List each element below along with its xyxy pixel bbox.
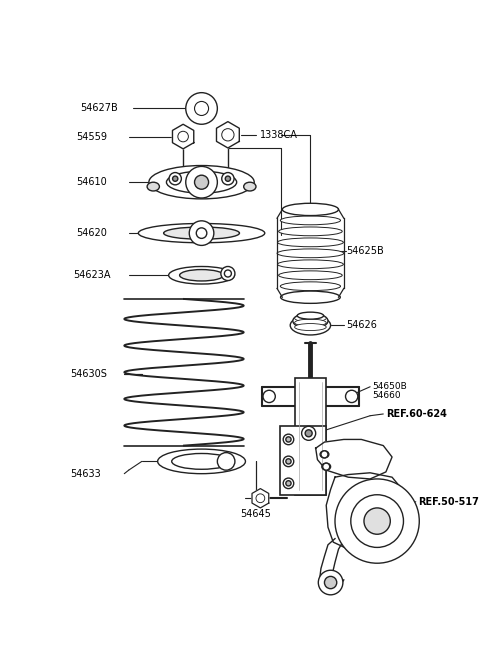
Text: 54626: 54626 [347,320,377,330]
Ellipse shape [280,282,340,291]
Circle shape [173,176,178,181]
Ellipse shape [244,182,256,191]
Ellipse shape [295,319,326,326]
Text: 54645: 54645 [240,509,271,519]
Circle shape [194,102,209,115]
Ellipse shape [322,463,331,470]
Circle shape [286,458,291,464]
Text: REF.50-517: REF.50-517 [419,496,479,507]
Circle shape [221,267,235,280]
Ellipse shape [282,205,338,214]
Text: 54625B: 54625B [347,246,384,255]
Text: REF.60-624: REF.60-624 [386,409,447,419]
Circle shape [186,92,217,124]
Circle shape [178,131,188,142]
Ellipse shape [149,166,254,199]
Circle shape [323,463,330,470]
Polygon shape [326,473,405,551]
Circle shape [256,494,265,502]
Text: 54650B: 54650B [373,383,408,391]
Circle shape [217,453,235,470]
Ellipse shape [277,260,343,269]
Ellipse shape [297,312,324,319]
Polygon shape [316,440,392,479]
Ellipse shape [282,203,338,215]
Circle shape [346,390,358,403]
Ellipse shape [320,451,329,458]
Circle shape [225,176,230,181]
Circle shape [263,390,276,403]
Polygon shape [172,124,194,149]
Circle shape [324,576,337,589]
Bar [295,378,326,495]
Circle shape [286,437,291,442]
Circle shape [351,495,404,548]
Circle shape [305,430,312,437]
Circle shape [189,221,214,246]
Ellipse shape [277,249,344,257]
Circle shape [169,172,181,185]
Bar [280,426,326,495]
Ellipse shape [290,316,331,335]
Ellipse shape [180,270,224,281]
Circle shape [301,426,316,440]
Ellipse shape [147,182,159,191]
Circle shape [283,478,294,489]
Text: 54610: 54610 [76,178,107,187]
Circle shape [283,456,294,466]
Text: 54630S: 54630S [70,369,107,379]
Text: 54559: 54559 [76,132,107,141]
Text: 54660: 54660 [373,391,401,400]
Ellipse shape [138,223,265,243]
Ellipse shape [164,227,240,239]
Circle shape [222,128,234,141]
Ellipse shape [157,449,245,474]
Ellipse shape [168,267,234,284]
Circle shape [222,172,234,185]
Polygon shape [252,489,269,508]
Circle shape [224,270,231,277]
Ellipse shape [295,315,326,322]
Circle shape [286,481,291,486]
Text: 1338CA: 1338CA [260,130,298,140]
Ellipse shape [281,291,340,303]
Ellipse shape [278,227,342,236]
Ellipse shape [172,453,231,469]
Circle shape [186,166,217,198]
Circle shape [283,434,294,445]
Circle shape [335,479,419,563]
Ellipse shape [278,271,342,280]
Ellipse shape [293,313,328,329]
Text: 54620: 54620 [76,228,107,238]
Ellipse shape [280,216,340,225]
Text: 54623A: 54623A [73,271,111,280]
Circle shape [321,451,328,458]
Polygon shape [216,122,240,148]
Ellipse shape [282,293,338,301]
Text: 54633: 54633 [70,469,101,479]
Ellipse shape [167,171,237,193]
Ellipse shape [277,238,343,247]
Circle shape [194,175,209,189]
Text: 54627B: 54627B [81,103,118,113]
Ellipse shape [295,324,326,331]
Circle shape [318,571,343,595]
Circle shape [364,508,390,534]
Circle shape [196,228,207,238]
